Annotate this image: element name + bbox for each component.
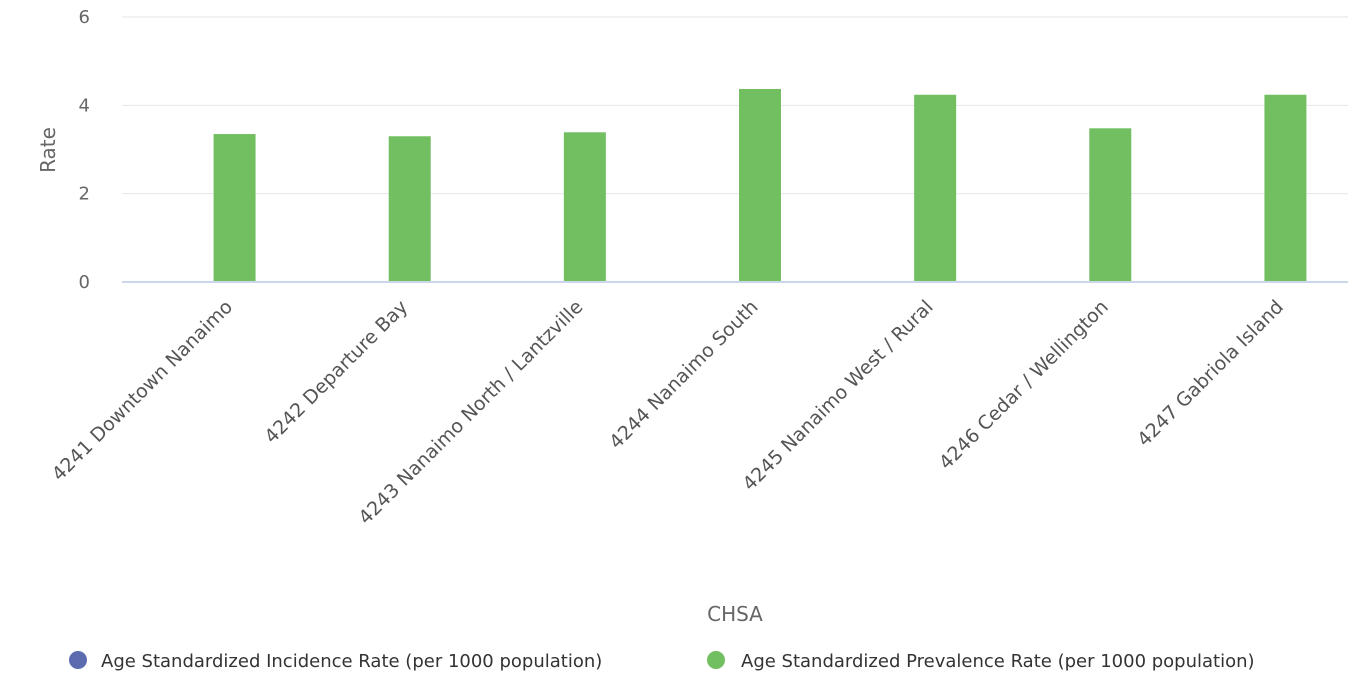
x-axis-title: CHSA — [707, 602, 763, 626]
x-tick-label: 4241 Downtown Nanaimo — [48, 296, 237, 485]
bar-prevalence[interactable] — [1089, 128, 1132, 282]
x-tick-label: 4247 Gabriola Island — [1133, 296, 1288, 451]
y-axis-ticks: 0 2 4 6 — [79, 7, 90, 293]
x-tick-label: 4246 Cedar / Wellington — [935, 296, 1113, 474]
legend-label: Age Standardized Prevalence Rate (per 10… — [741, 651, 1255, 672]
legend: Age Standardized Incidence Rate (per 100… — [69, 651, 1255, 672]
legend-item[interactable]: Age Standardized Incidence Rate (per 100… — [69, 651, 602, 672]
bar-prevalence[interactable] — [739, 88, 781, 282]
legend-item[interactable]: Age Standardized Prevalence Rate (per 10… — [707, 651, 1255, 672]
x-axis-category-labels: 4241 Downtown Nanaimo 4242 Departure Bay 4… — [48, 296, 1288, 529]
grid-lines — [122, 16, 1348, 195]
bar-prevalence[interactable] — [563, 132, 606, 282]
bar-prevalence[interactable] — [1264, 94, 1307, 282]
y-tick-label: 4 — [79, 95, 90, 116]
legend-marker — [707, 651, 725, 669]
y-tick-label: 2 — [79, 184, 90, 205]
legend-marker — [69, 651, 87, 669]
legend-label: Age Standardized Incidence Rate (per 100… — [101, 651, 602, 672]
bar-prevalence[interactable] — [213, 134, 256, 282]
bar-prevalence[interactable] — [914, 94, 957, 282]
bars — [213, 88, 1307, 282]
x-tick-label: 4245 Nanaimo West / Rural — [738, 296, 937, 495]
y-tick-label: 0 — [79, 272, 90, 293]
y-tick-label: 6 — [79, 7, 90, 28]
x-tick-label: 4242 Departure Bay — [260, 296, 412, 448]
y-axis-title: Rate — [36, 127, 60, 173]
x-tick-label: 4244 Nanaimo South — [605, 296, 762, 453]
bar-prevalence[interactable] — [388, 136, 431, 282]
